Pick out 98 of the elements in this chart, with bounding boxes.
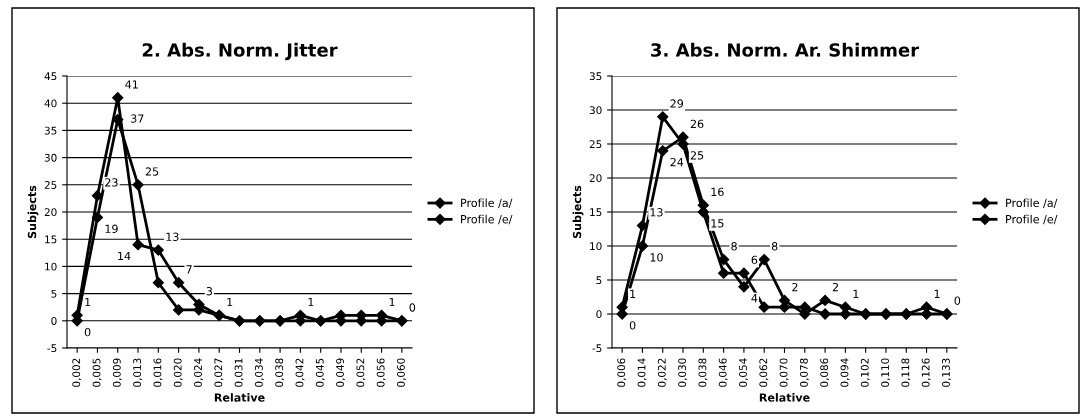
data-label: 15 [711, 219, 724, 228]
x-tick-label: 0,020 [173, 358, 183, 387]
x-axis-title: Relative [214, 393, 265, 402]
x-tick-label: 0,005 [92, 358, 102, 387]
data-label: 19 [105, 224, 118, 233]
y-tick-label: 20 [589, 174, 602, 183]
data-label: 0 [954, 296, 961, 305]
x-tick-label: 0,034 [254, 358, 264, 387]
data-label: 24 [670, 157, 684, 167]
x-tick-label: 0,056 [376, 358, 386, 387]
data-label: 2 [792, 282, 798, 292]
x-axis-title: Relative [759, 393, 810, 402]
x-tick-label: 0,016 [153, 358, 163, 387]
y-tick-label: 5 [596, 276, 602, 285]
y-tick-label: 35 [44, 126, 57, 135]
legend-label: Profile /e/ [461, 214, 513, 225]
y-tick-label: -5 [592, 344, 602, 353]
data-label: 1 [630, 289, 636, 298]
x-tick-label: 0,060 [397, 358, 406, 387]
y-tick-label: 10 [45, 262, 57, 271]
y-tick-label: 20 [44, 208, 57, 217]
data-label: 8 [771, 242, 778, 251]
y-tick-label: 0 [51, 317, 57, 325]
data-label: 6 [751, 255, 758, 265]
x-tick-label: 0,078 [799, 358, 809, 387]
legend-label: Profile /a/ [1006, 198, 1058, 208]
y-tick-label: 25 [589, 140, 602, 149]
x-tick-label: 0,118 [901, 358, 911, 387]
data-label: 3 [206, 286, 213, 296]
y-tick-label: 40 [44, 99, 57, 108]
y-tick-label: 45 [44, 72, 57, 81]
y-tick-label: 0 [596, 310, 602, 319]
data-label: 0 [629, 321, 636, 330]
x-tick-label: 0,046 [718, 358, 728, 387]
y-axis-title: Subjects [572, 185, 584, 239]
x-tick-label: 0,133 [942, 358, 951, 387]
data-label: 29 [670, 99, 684, 108]
x-tick-label: 0,045 [315, 358, 325, 387]
x-tick-label: 0,013 [133, 358, 143, 387]
data-label: 0 [84, 327, 91, 337]
data-label: 1 [934, 289, 940, 298]
legend-label: Profile /e/ [1006, 214, 1058, 225]
x-tick-label: 0,038 [698, 358, 708, 387]
x-tick-label: 0,086 [820, 358, 830, 387]
data-label: 1 [308, 298, 314, 307]
data-label: 41 [125, 80, 138, 89]
data-label: 8 [731, 242, 737, 251]
x-tick-label: 0,102 [860, 358, 870, 387]
data-label: 26 [690, 119, 704, 129]
x-tick-label: 0,052 [356, 358, 366, 387]
x-tick-label: 0,049 [336, 358, 346, 387]
x-tick-label: 0,024 [194, 358, 203, 387]
y-tick-label: 15 [45, 235, 57, 244]
x-tick-label: 0,009 [112, 358, 122, 387]
data-label: 1 [389, 298, 395, 307]
x-tick-label: 0,126 [921, 358, 931, 387]
x-tick-label: 0,062 [759, 358, 769, 387]
data-label: 25 [145, 167, 159, 176]
y-tick-label: 5 [51, 289, 57, 298]
data-label: 37 [131, 114, 144, 123]
y-tick-label: 35 [589, 72, 602, 81]
y-tick-label: 30 [44, 153, 57, 162]
data-label: 16 [711, 187, 724, 197]
data-label: 23 [105, 178, 118, 187]
x-tick-label: 0,070 [779, 358, 789, 387]
data-label: 1 [85, 298, 91, 307]
x-tick-label: 0,022 [657, 358, 667, 387]
x-tick-label: 0,027 [214, 358, 224, 387]
data-label: 10 [650, 253, 663, 262]
data-label: 1 [853, 289, 859, 298]
data-label: 7 [186, 265, 192, 274]
x-tick-label: 0,054 [739, 358, 748, 387]
y-tick-label: 15 [590, 208, 602, 217]
data-label: 25 [690, 151, 704, 160]
x-tick-label: 0,110 [881, 358, 891, 387]
x-tick-label: 0,002 [72, 358, 82, 387]
x-tick-label: 0,031 [234, 358, 244, 387]
y-tick-label: 30 [589, 106, 602, 115]
data-label: 13 [650, 208, 663, 217]
data-label: 0 [409, 303, 416, 312]
x-tick-label: 0,014 [637, 358, 647, 387]
data-label: 4 [751, 294, 758, 303]
data-label: 2 [832, 282, 838, 292]
x-tick-label: 0,038 [275, 358, 285, 387]
chart-title: 2. Abs. Norm. Jitter [142, 42, 338, 61]
x-tick-label: 0,042 [295, 358, 305, 387]
y-tick-label: 10 [590, 242, 602, 251]
data-label: 13 [166, 232, 179, 241]
y-axis-title: Subjects [27, 185, 39, 239]
y-tick-label: -5 [47, 344, 57, 353]
x-tick-label: 0,094 [840, 358, 850, 387]
data-label: 14 [118, 251, 131, 261]
x-tick-label: 0,006 [617, 358, 627, 387]
chart-title: 3. Abs. Norm. Ar. Shimmer [651, 42, 920, 57]
x-tick-label: 0,030 [678, 358, 688, 387]
data-label: 1 [227, 298, 233, 307]
y-tick-label: 25 [44, 181, 57, 189]
legend-label: Profile /a/ [461, 198, 513, 208]
